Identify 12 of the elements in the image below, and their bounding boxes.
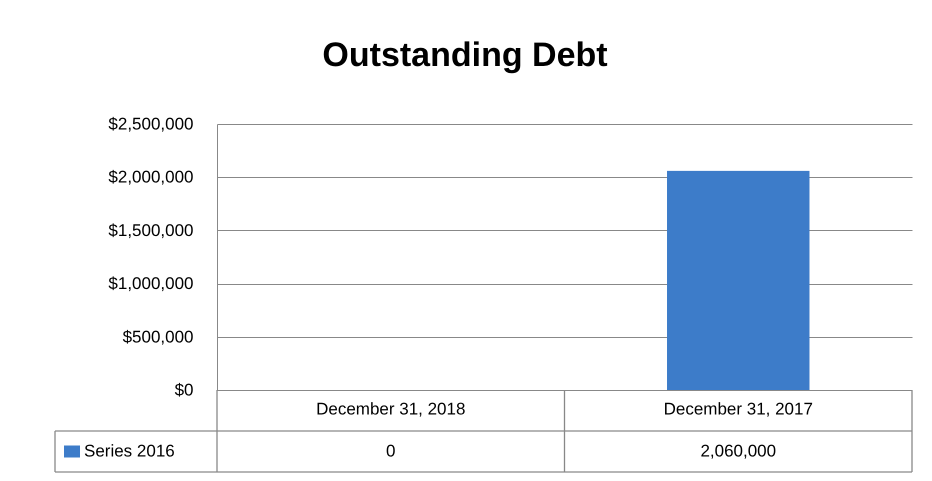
y-tick-label: $1,000,000 [108, 274, 194, 294]
y-tick-label: $1,500,000 [108, 220, 194, 240]
chart-title: Outstanding Debt [322, 36, 608, 74]
data-label: 2,060,000 [700, 442, 776, 460]
legend-label: Series 2016 [84, 442, 175, 460]
y-tick-label: $2,500,000 [108, 114, 194, 134]
x-tick-label: December 31, 2017 [664, 400, 813, 418]
y-tick-label: $500,000 [122, 327, 194, 346]
y-tick-label: $0 [174, 380, 194, 400]
y-tick-label: $2,000,000 [108, 168, 194, 187]
data-label: 0 [386, 442, 396, 460]
x-tick-label: December 31, 2018 [316, 400, 466, 418]
